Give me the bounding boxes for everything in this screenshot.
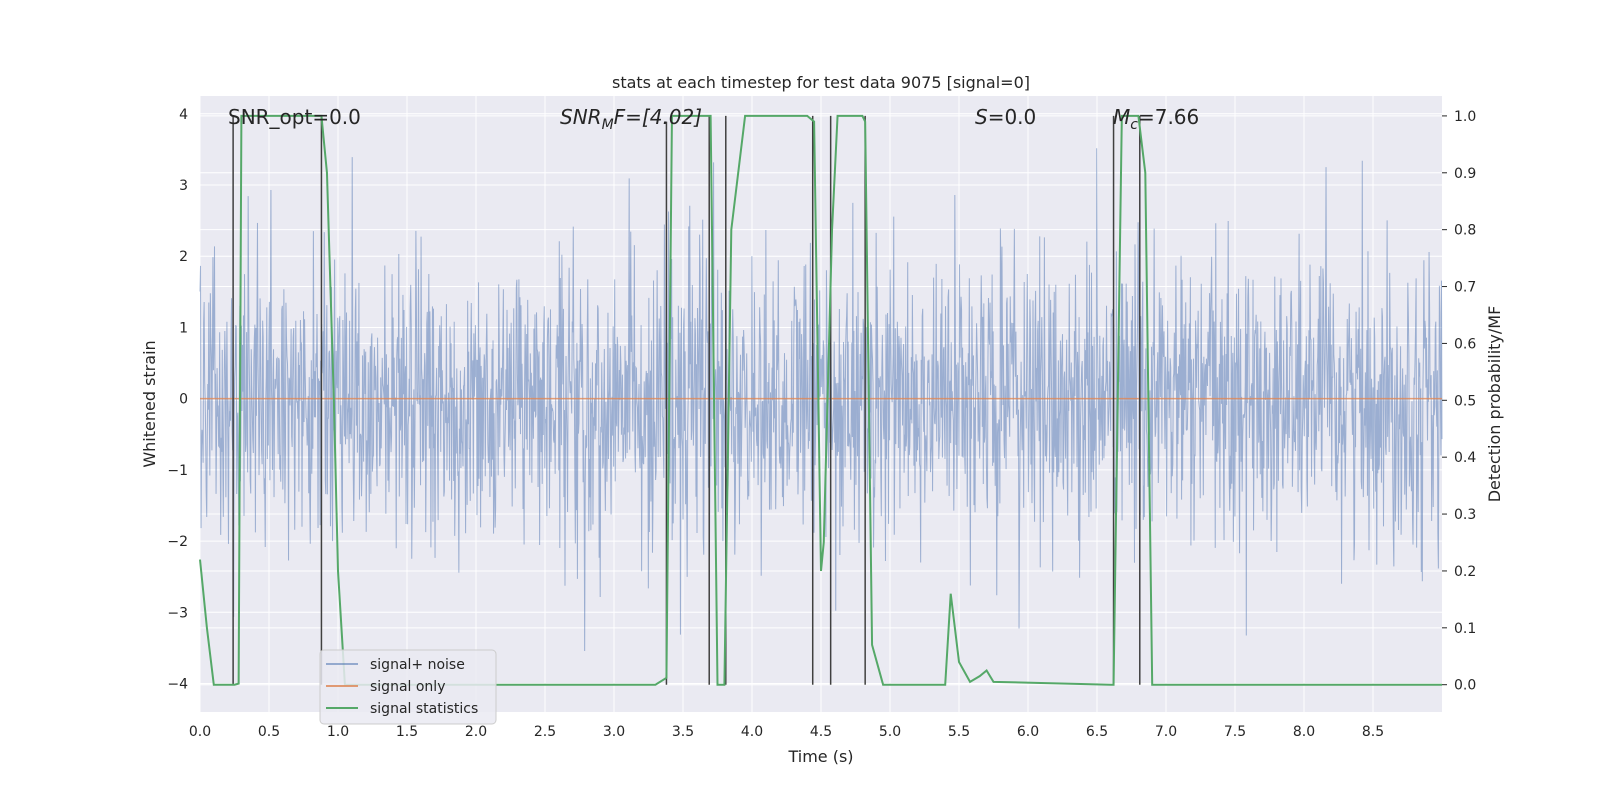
x-tick-label: 3.5: [672, 724, 694, 740]
y-left-tick-label: −3: [167, 605, 188, 621]
x-tick-label: 0.0: [189, 724, 211, 740]
y-right-tick-label: 0.2: [1454, 564, 1476, 580]
y-left-tick-label: −4: [167, 677, 188, 693]
x-tick-label: 7.0: [1155, 724, 1177, 740]
y-left-tick-label: 2: [179, 249, 188, 265]
y-left-tick-label: −2: [167, 534, 188, 550]
signal-noise-series: [199, 148, 1443, 652]
y-right-tick-label: 0.8: [1454, 223, 1476, 239]
y-left-axis-ticks: −4 −3 −2 −1 0 1 2 3 4: [167, 107, 188, 693]
y-left-tick-label: 4: [179, 107, 188, 123]
y-right-tick-label: 0.4: [1454, 450, 1476, 466]
x-tick-label: 1.5: [396, 724, 418, 740]
legend: signal+ noise signal only signal statist…: [319, 649, 497, 725]
signal-statistics-series: [199, 114, 1442, 686]
x-tick-label: 5.5: [948, 724, 970, 740]
x-tick-label: 8.0: [1293, 724, 1315, 740]
x-tick-label: 0.5: [258, 724, 280, 740]
y-right-tick-label: 0.3: [1454, 507, 1476, 523]
x-tick-label: 3.0: [603, 724, 625, 740]
x-tick-label: 2.0: [465, 724, 487, 740]
x-tick-label: 6.5: [1086, 724, 1108, 740]
y-right-tick-label: 0.7: [1454, 280, 1476, 296]
annotation-mc: Mc=7.66: [1113, 105, 1199, 133]
y-left-tick-label: 1: [179, 320, 188, 336]
x-axis-ticks: 0.0 0.5 1.0 1.5 2.0 2.5 3.0 3.5 4.0 4.5 5.0 5.5 6.0 6…: [189, 724, 1384, 740]
signal-noise-line: [199, 148, 1443, 652]
y-right-axis-label: Detection probability/MF: [1485, 306, 1504, 503]
y-left-tick-label: −1: [167, 463, 188, 479]
y-right-tick-label: 0.9: [1454, 166, 1476, 182]
y-right-tick-label: 1.0: [1454, 109, 1476, 125]
y-right-tick-label: 0.6: [1454, 336, 1476, 352]
x-tick-label: 5.0: [879, 724, 901, 740]
y-left-axis-label: Whitened strain: [140, 340, 159, 467]
x-tick-label: 2.5: [534, 724, 556, 740]
y-right-tick-label: 0.1: [1454, 621, 1476, 637]
y-left-tick-label: 3: [179, 178, 188, 194]
annotation-snr-mf: SNRMF=[4.02]: [560, 105, 702, 133]
y-right-tick-label: 0.0: [1454, 678, 1476, 694]
x-tick-label: 1.0: [327, 724, 349, 740]
x-tick-label: 7.5: [1224, 724, 1246, 740]
y-right-axis-ticks: 0.0 0.1 0.2 0.3 0.4 0.5 0.6 0.7 0.8 0.9 1.0: [1442, 109, 1476, 694]
signal-statistics-line: [199, 114, 1442, 686]
legend-label-noise: signal+ noise: [370, 657, 465, 673]
x-tick-label: 4.0: [741, 724, 763, 740]
x-axis-label: Time (s): [787, 747, 853, 766]
annotation-s: S=0.0: [975, 105, 1036, 129]
y-left-tick-label: 0: [179, 392, 188, 408]
grid: [199, 96, 1442, 712]
x-tick-label: 4.5: [810, 724, 832, 740]
x-tick-label: 8.5: [1362, 724, 1384, 740]
annotation-snr-opt: SNR_opt=0.0: [228, 105, 361, 129]
legend-box: [319, 649, 497, 725]
chart-title: stats at each timestep for test data 907…: [612, 73, 1030, 92]
y-right-tick-label: 0.5: [1454, 393, 1476, 409]
legend-label-stats: signal statistics: [370, 701, 478, 717]
legend-label-signal: signal only: [370, 679, 445, 695]
x-tick-label: 6.0: [1017, 724, 1039, 740]
